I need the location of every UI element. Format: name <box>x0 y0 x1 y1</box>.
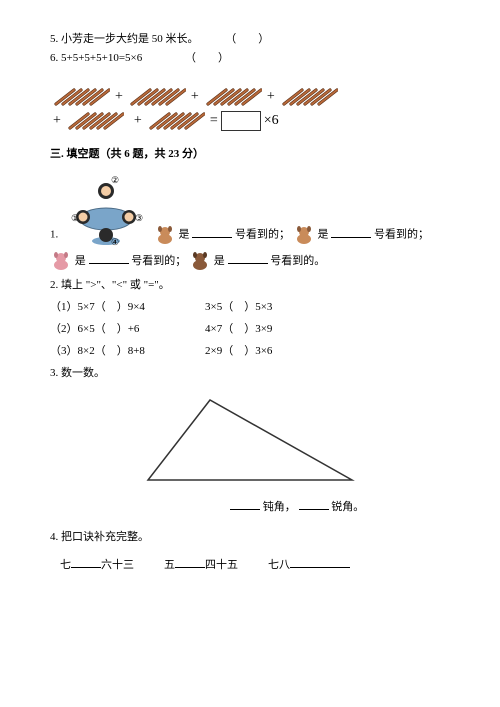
text-seen: 号看到的； <box>131 255 186 267</box>
question-6: 6. 5+5+5+5+10=5×6 （ ） <box>50 49 450 65</box>
label-acute: 锐角。 <box>331 501 364 513</box>
sticks-row-2: + + = ×6 <box>50 111 450 131</box>
svg-text:①: ① <box>71 213 79 223</box>
text-seen: 号看到的； <box>235 229 290 241</box>
blank-input[interactable] <box>192 226 232 238</box>
q4-prompt: 4. 把口诀补充完整。 <box>50 528 450 544</box>
question-1-viewpoint: 1. ① ② ③ ④ 是 号看到的； 是 号看到的； <box>50 171 450 272</box>
text-is: 是 <box>318 229 329 241</box>
q2-prompt: 2. 填上 ">"、"<" 或 "="。 <box>50 276 450 292</box>
question-3-count: 3. 数一数。 钝角， 锐角。 <box>50 364 450 514</box>
text-is: 是 <box>179 229 190 241</box>
stick-bundle <box>147 111 205 131</box>
q3-answer-line: 钝角， 锐角。 <box>230 498 450 514</box>
plus-icon: + <box>267 89 275 105</box>
compare-row: （2）6×5（ ）+6 4×7（ ）3×9 <box>50 320 450 336</box>
blank-input[interactable] <box>299 498 329 510</box>
dog-icon <box>293 224 315 246</box>
label-obtuse: 钝角， <box>263 501 296 513</box>
question-5: 5. 小芳走一步大约是 50 米长。 （ ） <box>50 30 450 46</box>
stick-bundle <box>66 111 124 131</box>
q1-prefix: 1. <box>50 229 58 241</box>
triangle-figure <box>50 392 450 490</box>
compare-row: （3）8×2（ ）8+8 2×9（ ）3×6 <box>50 342 450 358</box>
blank-input[interactable] <box>228 252 268 264</box>
stick-bundle <box>204 87 262 107</box>
plus-icon: + <box>134 113 142 129</box>
svg-text:④: ④ <box>111 237 119 246</box>
stick-bundle <box>52 87 110 107</box>
question-4-rhyme: 4. 把口诀补充完整。 七六十三 五四十五 七八 <box>50 528 450 572</box>
answer-box[interactable] <box>221 111 261 131</box>
q6-paren: （ ） <box>185 52 229 64</box>
plus-icon: + <box>191 89 199 105</box>
rhyme-item: 七八 <box>268 556 350 572</box>
blank-input[interactable] <box>175 556 205 568</box>
blank-input[interactable] <box>71 556 101 568</box>
blank-input[interactable] <box>230 498 260 510</box>
text-is: 是 <box>214 255 225 267</box>
q6-text: 6. 5+5+5+5+10=5×6 <box>50 52 142 64</box>
text-seen-end: 号看到的。 <box>270 255 325 267</box>
compare-rhs: 4×7（ ）3×9 <box>205 320 300 336</box>
blank-input[interactable] <box>320 556 350 568</box>
dog-icon <box>154 224 176 246</box>
q3-prompt: 3. 数一数。 <box>50 364 450 380</box>
blank-input[interactable] <box>290 556 320 568</box>
plus-icon: + <box>53 113 61 129</box>
q5-paren: （ ） <box>225 33 269 45</box>
plus-icon: + <box>115 89 123 105</box>
question-2-compare: 2. 填上 ">"、"<" 或 "="。 （1）5×7（ ）9×4 3×5（ ）5… <box>50 276 450 358</box>
compare-lhs: （3）8×2（ ）8+8 <box>50 342 145 358</box>
compare-rhs: 3×5（ ）5×3 <box>205 298 300 314</box>
stick-bundle <box>280 87 338 107</box>
rhyme-item: 五四十五 <box>164 556 238 572</box>
sticks-row-1: + + + <box>50 87 450 107</box>
equals-icon: = <box>210 113 218 129</box>
blank-input[interactable] <box>331 226 371 238</box>
stick-bundle <box>128 87 186 107</box>
compare-lhs: （2）6×5（ ）+6 <box>50 320 145 336</box>
dog-icon <box>189 250 211 272</box>
section-3-title: 三. 填空题（共 6 题，共 23 分） <box>50 145 450 161</box>
svg-text:③: ③ <box>135 213 143 223</box>
dog-icon <box>50 250 72 272</box>
compare-lhs: （1）5×7（ ）9×4 <box>50 298 145 314</box>
q5-text: 5. 小芳走一步大约是 50 米长。 <box>50 33 199 45</box>
compare-rhs: 2×9（ ）3×6 <box>205 342 300 358</box>
svg-text:②: ② <box>111 175 119 185</box>
table-scene: ① ② ③ ④ <box>61 171 151 246</box>
times-6: ×6 <box>264 113 279 129</box>
text-is: 是 <box>75 255 86 267</box>
text-seen: 号看到的； <box>374 229 429 241</box>
blank-input[interactable] <box>89 252 129 264</box>
compare-row: （1）5×7（ ）9×4 3×5（ ）5×3 <box>50 298 450 314</box>
sticks-figure: + + + + + = ×6 <box>50 87 450 131</box>
rhyme-item: 七六十三 <box>60 556 134 572</box>
